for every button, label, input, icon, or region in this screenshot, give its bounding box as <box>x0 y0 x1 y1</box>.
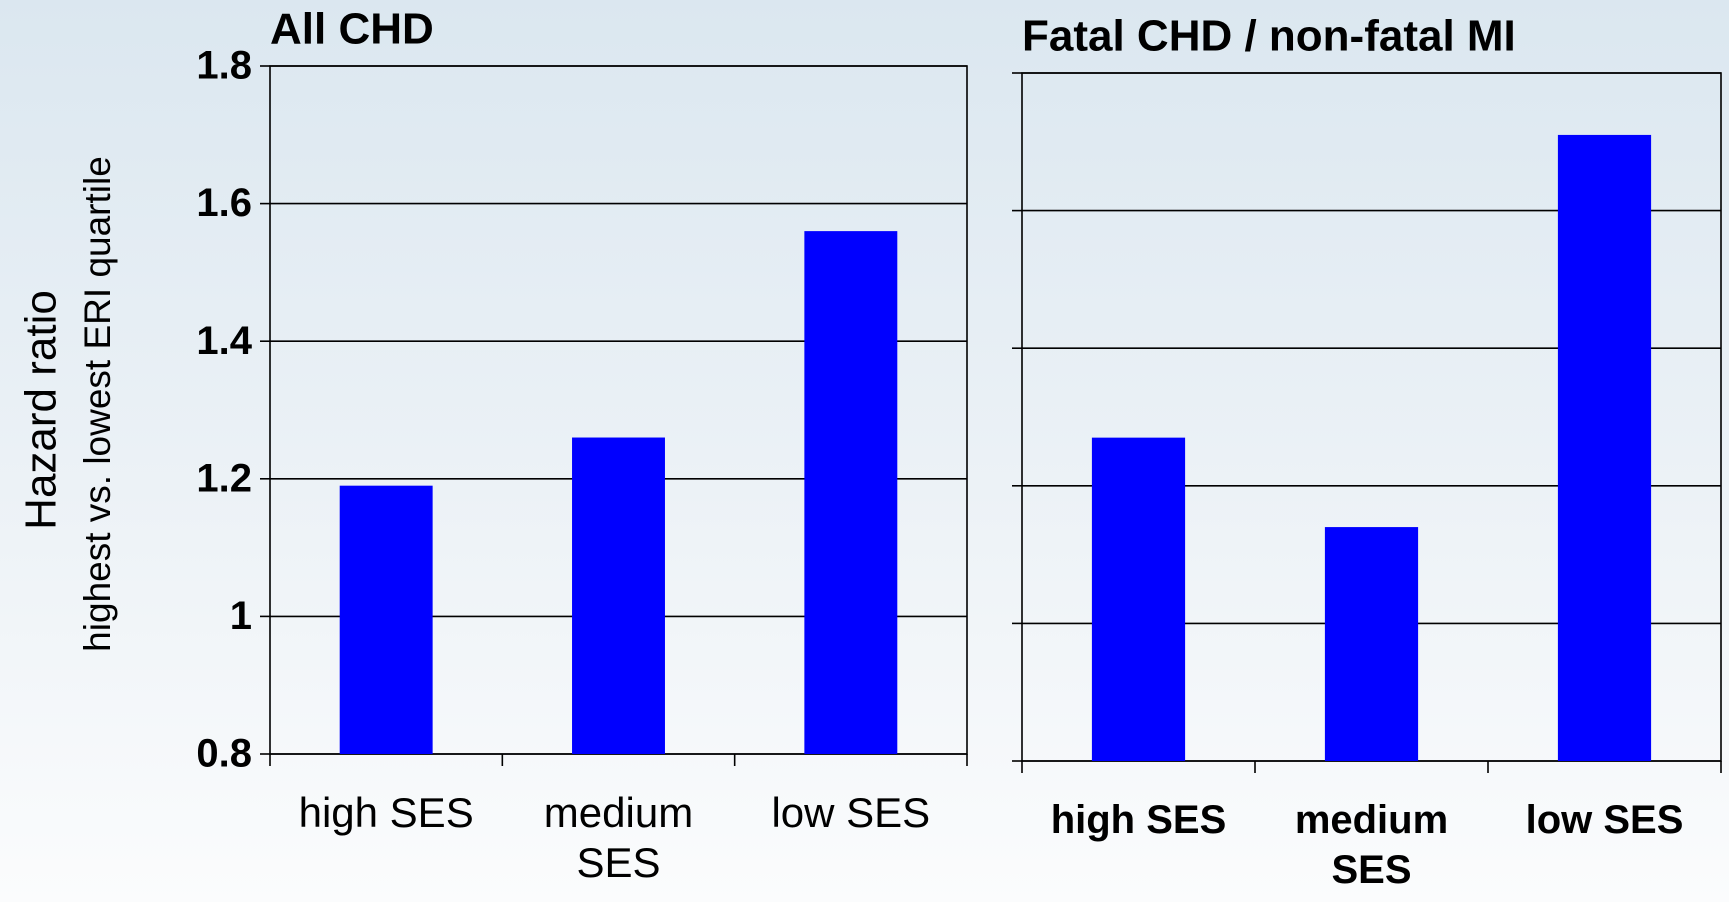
x-tick-label: high SES <box>1050 798 1227 842</box>
y-tick-label: 1.4 <box>196 319 252 363</box>
bar <box>804 231 898 754</box>
bar <box>572 437 665 754</box>
y-tick-label: 0.8 <box>196 732 252 776</box>
y-axis-label: Hazard ratio <box>17 290 66 530</box>
x-tick-label: low SES <box>1525 798 1684 842</box>
bar <box>1091 437 1186 761</box>
y-tick-label: 1.2 <box>196 456 252 500</box>
y-tick-label: 1 <box>230 594 252 638</box>
y-tick-label: 1.6 <box>196 181 252 225</box>
y-tick-label: 1.8 <box>196 44 252 88</box>
chart-title: Fatal CHD / non-fatal MI <box>1022 12 1516 61</box>
x-tick-label: low SES <box>771 789 931 836</box>
bar <box>1324 527 1419 761</box>
x-tick-label: medium SES <box>1294 798 1449 892</box>
chart-title: All CHD <box>270 5 434 54</box>
x-tick-label: high SES <box>298 789 474 836</box>
x-tick-label: medium SES <box>543 789 694 886</box>
y-axis-sublabel: highest vs. lowest ERI quartile <box>77 156 118 652</box>
bar <box>339 485 433 754</box>
bar <box>1557 134 1652 762</box>
